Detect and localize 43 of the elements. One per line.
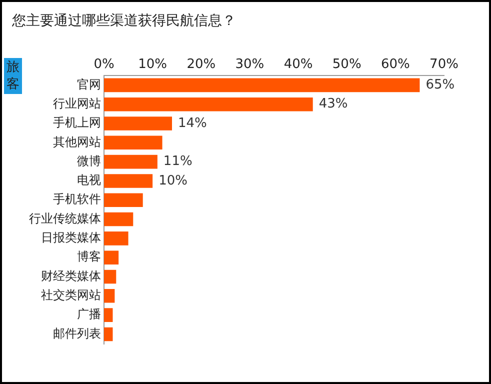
data-label: 10%: [158, 173, 188, 188]
y-tick-label: 邮件列表: [53, 326, 101, 340]
bar: [104, 289, 115, 303]
y-tick-label: 手机上网: [53, 116, 101, 130]
x-tick-label: 50%: [332, 57, 362, 72]
bar: [104, 78, 420, 92]
chart-title: 您主要通过哪些渠道获得民航信息？: [12, 12, 236, 30]
y-tick-label: 其他网站: [53, 134, 101, 149]
bar: [104, 193, 143, 208]
x-tick-label: 10%: [138, 57, 168, 72]
data-label: 14%: [178, 116, 207, 131]
y-tick-label: 日报类媒体: [41, 230, 101, 245]
x-tick-label: 20%: [186, 57, 216, 72]
bar: [104, 327, 113, 342]
bar: [104, 116, 172, 130]
y-tick-label: 官网: [77, 77, 101, 92]
bar: [104, 154, 158, 169]
y-tick-label: 博客: [77, 250, 101, 264]
y-tick-label: 手机软件: [53, 192, 101, 206]
y-tick-label: 行业网站: [53, 96, 101, 110]
x-tick-label: 30%: [235, 57, 264, 72]
x-tick-label: 60%: [380, 57, 410, 72]
y-tick-label: 社交类网站: [41, 288, 101, 302]
y-tick-label: 微博: [77, 154, 101, 168]
y-tick-label: 财经类媒体: [41, 268, 101, 283]
y-tick-label: 电视: [77, 173, 101, 188]
x-tick-label: 40%: [284, 57, 313, 72]
bar: [104, 97, 313, 112]
data-label: 11%: [163, 154, 192, 170]
data-label: 65%: [426, 78, 455, 93]
bar: [104, 232, 128, 246]
y-tick-label: 行业传统媒体: [29, 211, 101, 226]
x-tick-label: 70%: [430, 57, 458, 72]
bar: [104, 308, 113, 322]
bar: [104, 250, 119, 264]
bar: [104, 136, 162, 150]
y-axis-title: 旅客: [4, 59, 22, 93]
data-label: 43%: [318, 96, 348, 112]
y-tick-label: 广播: [77, 307, 101, 322]
x-tick-label: 0%: [94, 57, 114, 72]
bar: [104, 212, 134, 226]
bar: [104, 174, 153, 188]
bar: [104, 270, 116, 284]
